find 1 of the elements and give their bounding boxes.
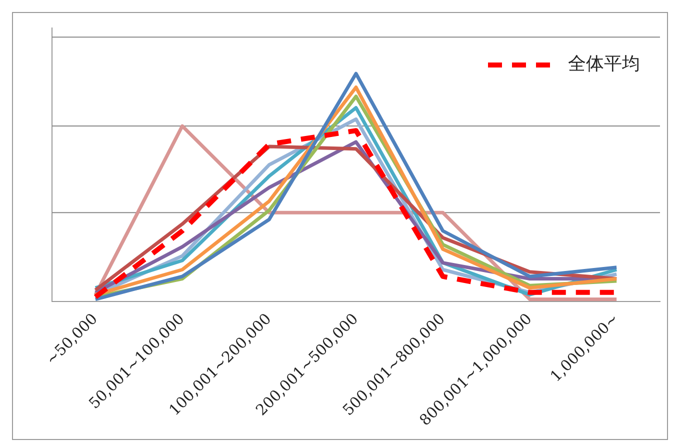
legend-label: 全体平均 [568, 54, 640, 75]
